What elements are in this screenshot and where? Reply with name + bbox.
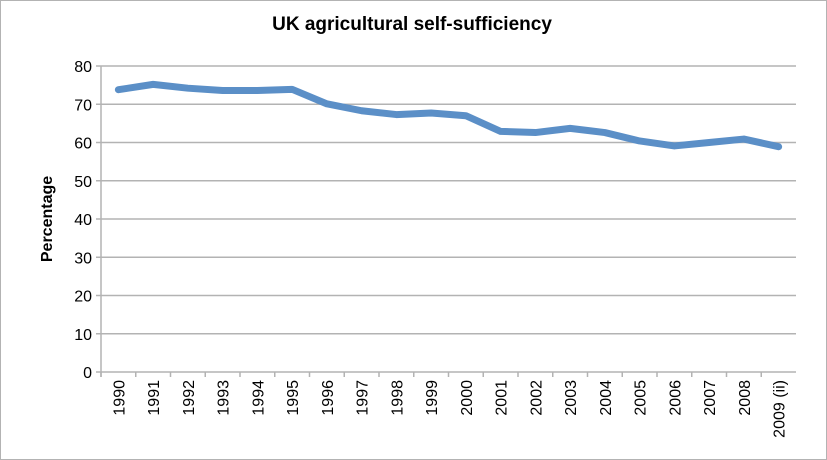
data-point-1992: [187, 87, 189, 89]
data-point-2009 (ii): [778, 146, 780, 148]
data-point-2004: [604, 132, 606, 134]
data-point-2002: [534, 132, 536, 134]
y-tick-label: 80: [74, 59, 92, 76]
x-tick-label: 1996: [320, 380, 337, 416]
y-tick-label: 60: [74, 136, 92, 153]
y-axis-label: Percentage: [39, 176, 56, 262]
x-tick-label: 2005: [633, 380, 650, 416]
chart-title: UK agricultural self-sufficiency: [272, 14, 552, 35]
x-tick-label: 2000: [459, 380, 476, 416]
x-tick-label: 1999: [424, 380, 441, 416]
x-tick-label: 1992: [181, 380, 198, 416]
data-point-2005: [639, 140, 641, 142]
data-point-1990: [117, 89, 119, 91]
y-tick-label: 30: [74, 250, 92, 267]
data-point-1991: [152, 83, 154, 85]
data-point-2006: [673, 145, 675, 147]
x-tick-label: 1990: [111, 380, 128, 416]
y-tick-label: 70: [74, 97, 92, 114]
x-tick-label: 1993: [216, 380, 233, 416]
y-tick-label: 10: [74, 327, 92, 344]
x-tick-label: 1994: [250, 380, 267, 416]
x-tick-label: 1997: [355, 380, 372, 416]
x-tick-label: 2009 (ii): [772, 380, 789, 438]
y-tick-label: 20: [74, 289, 92, 306]
series-line: [114, 80, 783, 151]
x-tick-label: 1991: [146, 380, 163, 416]
data-point-2008: [743, 138, 745, 140]
y-tick-label: 0: [83, 365, 92, 382]
data-point-1993: [222, 89, 224, 91]
x-tick-label: 2008: [737, 380, 754, 416]
x-tick-label: 2003: [563, 380, 580, 416]
data-point-2007: [708, 142, 710, 143]
x-tick-label: 2002: [528, 380, 545, 416]
x-tick-label: 1995: [285, 380, 302, 416]
data-point-2003: [569, 127, 571, 129]
data-point-1999: [430, 112, 432, 114]
data-point-1996: [326, 103, 328, 105]
data-point-1994: [256, 89, 258, 91]
data-point-2000: [465, 115, 467, 117]
y-tick-label: 40: [74, 212, 92, 229]
y-tick-label: 50: [74, 174, 92, 191]
data-point-1997: [361, 110, 363, 112]
data-point-2001: [500, 130, 502, 132]
x-tick-label: 2004: [598, 380, 615, 416]
x-tick-label: 2006: [667, 380, 684, 416]
x-tick-label: 2001: [494, 380, 511, 416]
data-point-1998: [395, 114, 397, 116]
x-tick-label: 2007: [702, 380, 719, 416]
data-point-1995: [291, 88, 293, 90]
x-tick-label: 1998: [389, 380, 406, 416]
